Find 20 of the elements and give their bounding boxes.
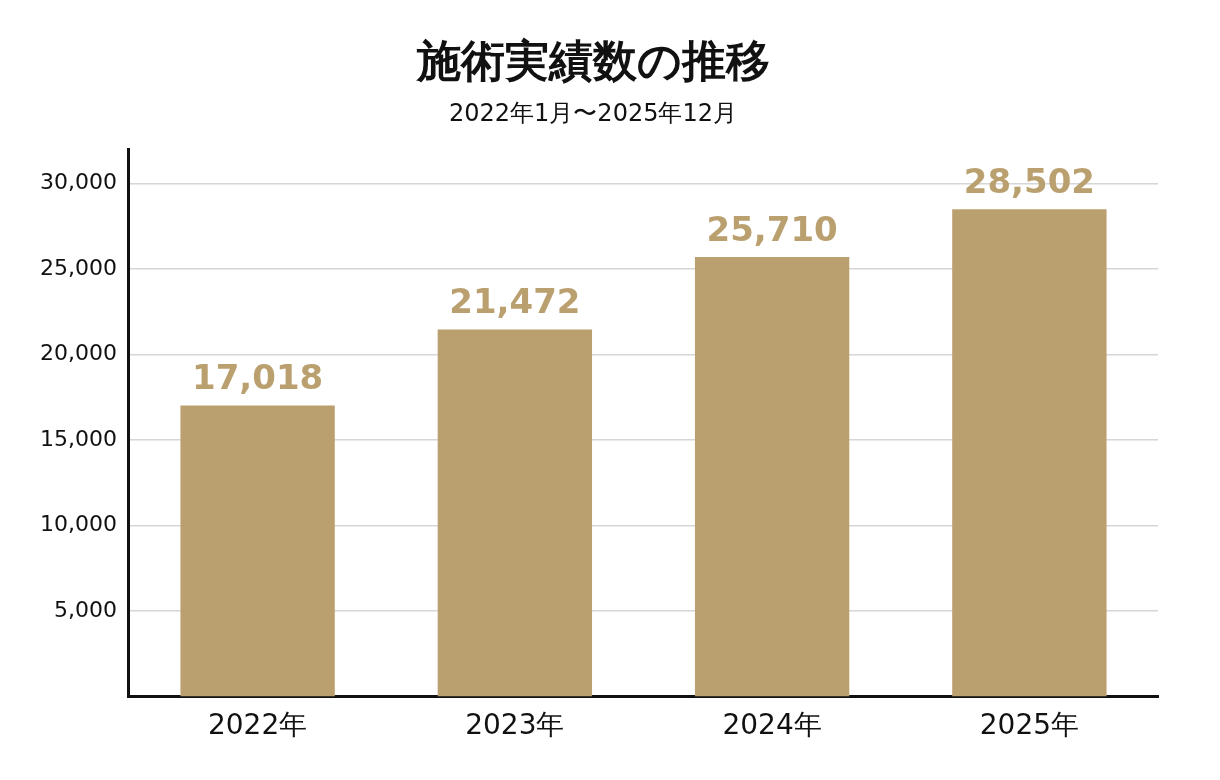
bar	[180, 405, 335, 697]
y-tick-label: 5,000	[53, 596, 117, 622]
data-label: 17,018	[192, 357, 324, 398]
y-tick-label: 30,000	[39, 169, 117, 195]
x-tick-label: 2023年	[465, 708, 565, 742]
data-label: 25,710	[706, 208, 838, 249]
y-tick-label: 20,000	[39, 340, 117, 366]
x-tick-label: 2025年	[979, 708, 1080, 742]
bar	[437, 329, 593, 697]
bar	[952, 209, 1107, 697]
x-tick-label: 2022年	[207, 708, 308, 742]
y-tick-label: 25,000	[39, 254, 117, 280]
chart-subtitle: 2022年1月〜2025年12月	[449, 99, 737, 128]
y-tick-label: 15,000	[39, 425, 117, 451]
x-tick-label: 2024年	[722, 708, 822, 742]
data-label: 21,472	[449, 281, 581, 322]
chart-title: 施術実績数の推移	[414, 34, 770, 86]
bar	[694, 257, 850, 697]
y-tick-label: 10,000	[39, 511, 117, 537]
data-label: 28,502	[963, 161, 1095, 202]
